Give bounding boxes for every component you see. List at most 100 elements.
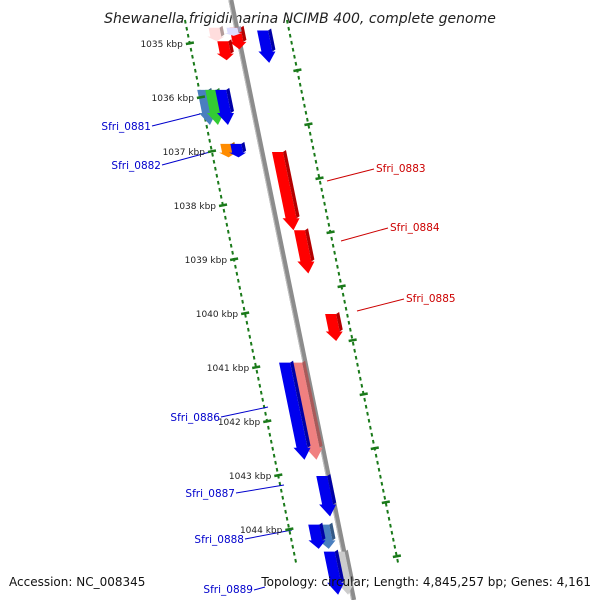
left-track-dot	[244, 313, 247, 318]
gene-label[interactable]: Sfri_0881	[101, 121, 151, 133]
gene-label[interactable]: Sfri_0884	[390, 222, 440, 234]
left-track-dot	[229, 243, 233, 248]
right-track-dot	[381, 488, 385, 493]
left-track-dot	[225, 222, 229, 227]
left-track-dot	[195, 75, 199, 80]
left-track-dot	[211, 152, 214, 157]
gene-arrow-shade	[226, 87, 234, 113]
tick-mark-right	[381, 500, 391, 505]
tick-label: 1035 kbp	[140, 40, 183, 50]
gene-arrow-shade	[319, 522, 326, 541]
left-track-dot	[249, 341, 253, 346]
gene-label[interactable]: Sfri_0885	[406, 293, 456, 305]
gene-arrow[interactable]	[294, 230, 315, 274]
right-track-dot	[327, 222, 331, 227]
gene-arrow[interactable]	[207, 27, 225, 42]
gene-arrow[interactable]	[205, 89, 224, 125]
gene-arrow-shade	[329, 522, 336, 541]
gene-arrow[interactable]	[325, 314, 343, 341]
right-track-dot	[331, 243, 335, 248]
tick-mark-right	[315, 176, 324, 181]
right-track-dot	[351, 341, 355, 346]
right-track-dot	[316, 166, 319, 171]
gene-label[interactable]: Sfri_0883	[376, 163, 426, 175]
left-track-dot	[248, 334, 252, 339]
left-track-dot	[278, 481, 282, 486]
tick-label: 1040 kbp	[196, 310, 239, 320]
gene-arrow-shade	[336, 312, 343, 332]
right-track-dot	[320, 187, 324, 192]
left-track-dot	[212, 159, 216, 164]
gene-arrow-shade	[282, 150, 300, 219]
right-track-dot	[371, 439, 375, 444]
left-track-dot	[239, 292, 243, 297]
gene-arrow[interactable]	[215, 89, 234, 125]
left-track-dot	[284, 509, 287, 514]
tick-mark-right	[392, 554, 402, 559]
gene-arrow[interactable]	[308, 524, 326, 549]
gene-arrow[interactable]	[323, 551, 345, 595]
gene-arrow[interactable]	[216, 41, 234, 61]
gene-arrow[interactable]	[291, 362, 323, 460]
right-track-dot	[390, 530, 394, 535]
tick-mark	[263, 419, 272, 424]
gene-arrow[interactable]	[279, 362, 311, 460]
left-track-dot	[290, 537, 293, 542]
right-track-dot	[311, 145, 315, 150]
gene-label[interactable]: Sfri_0886	[170, 412, 220, 424]
right-track-dot	[334, 257, 338, 262]
gene-label[interactable]: Sfri_0889	[203, 584, 253, 596]
left-track-dot	[205, 124, 209, 129]
tick-mark-right	[304, 122, 313, 127]
left-track-dot	[252, 355, 256, 360]
right-track-dot	[354, 355, 358, 360]
right-track-dot	[341, 292, 345, 297]
right-track-dot	[300, 89, 303, 94]
gene-labels: Sfri_0881 Sfri_0882 Sfri_0883 Sfri_0884 Sfri…	[101, 121, 455, 596]
left-track-dot	[247, 327, 250, 332]
right-track-dot	[357, 369, 361, 374]
left-track-dot	[259, 390, 263, 395]
right-track-dot	[389, 523, 392, 528]
tick-label: 1043 kbp	[229, 472, 272, 482]
tick-mark	[207, 149, 217, 154]
left-track-dot	[241, 299, 244, 304]
gene-arrow[interactable]	[257, 30, 276, 63]
gene-label[interactable]: Sfri_0887	[185, 488, 235, 500]
left-track-dot	[272, 453, 276, 458]
gene-label[interactable]: Sfri_0888	[194, 534, 244, 546]
left-track-dot	[254, 362, 257, 367]
right-track-dot	[337, 271, 341, 276]
gene-arrow[interactable]	[229, 143, 247, 158]
tick-mark-right	[370, 446, 379, 451]
right-track-dot	[317, 173, 321, 178]
gene-arrow[interactable]	[271, 152, 300, 231]
left-track-dot	[245, 320, 249, 325]
left-track-dot	[185, 26, 189, 31]
left-track-dot	[291, 544, 295, 549]
left-track-dot	[219, 194, 223, 199]
right-track-dot	[356, 362, 359, 367]
left-track-dot	[226, 229, 230, 234]
left-track-dot	[206, 131, 210, 136]
genome-backbone	[228, 0, 357, 600]
right-track-dot	[338, 278, 342, 283]
right-track-dot	[343, 299, 346, 304]
tick-label: 1042 kbp	[218, 418, 261, 428]
right-track-dot	[366, 411, 369, 416]
gene-arrow-shade	[334, 549, 345, 583]
left-track-dot	[292, 551, 296, 556]
right-track-dot	[314, 159, 318, 164]
gene-label[interactable]: Sfri_0882	[111, 160, 161, 172]
right-track-dot	[380, 481, 384, 486]
gene-arrow[interactable]	[224, 27, 242, 36]
right-track-dot	[364, 404, 368, 409]
tick-mark	[285, 527, 294, 532]
accession-text: Accession: NC_008345	[9, 575, 145, 589]
tick-label: 1038 kbp	[174, 202, 217, 212]
gene-arrow[interactable]	[316, 476, 337, 517]
right-track-dot	[287, 26, 291, 31]
right-track-dot	[285, 19, 289, 24]
right-track-dot	[346, 313, 349, 318]
left-track-dot	[186, 33, 190, 38]
